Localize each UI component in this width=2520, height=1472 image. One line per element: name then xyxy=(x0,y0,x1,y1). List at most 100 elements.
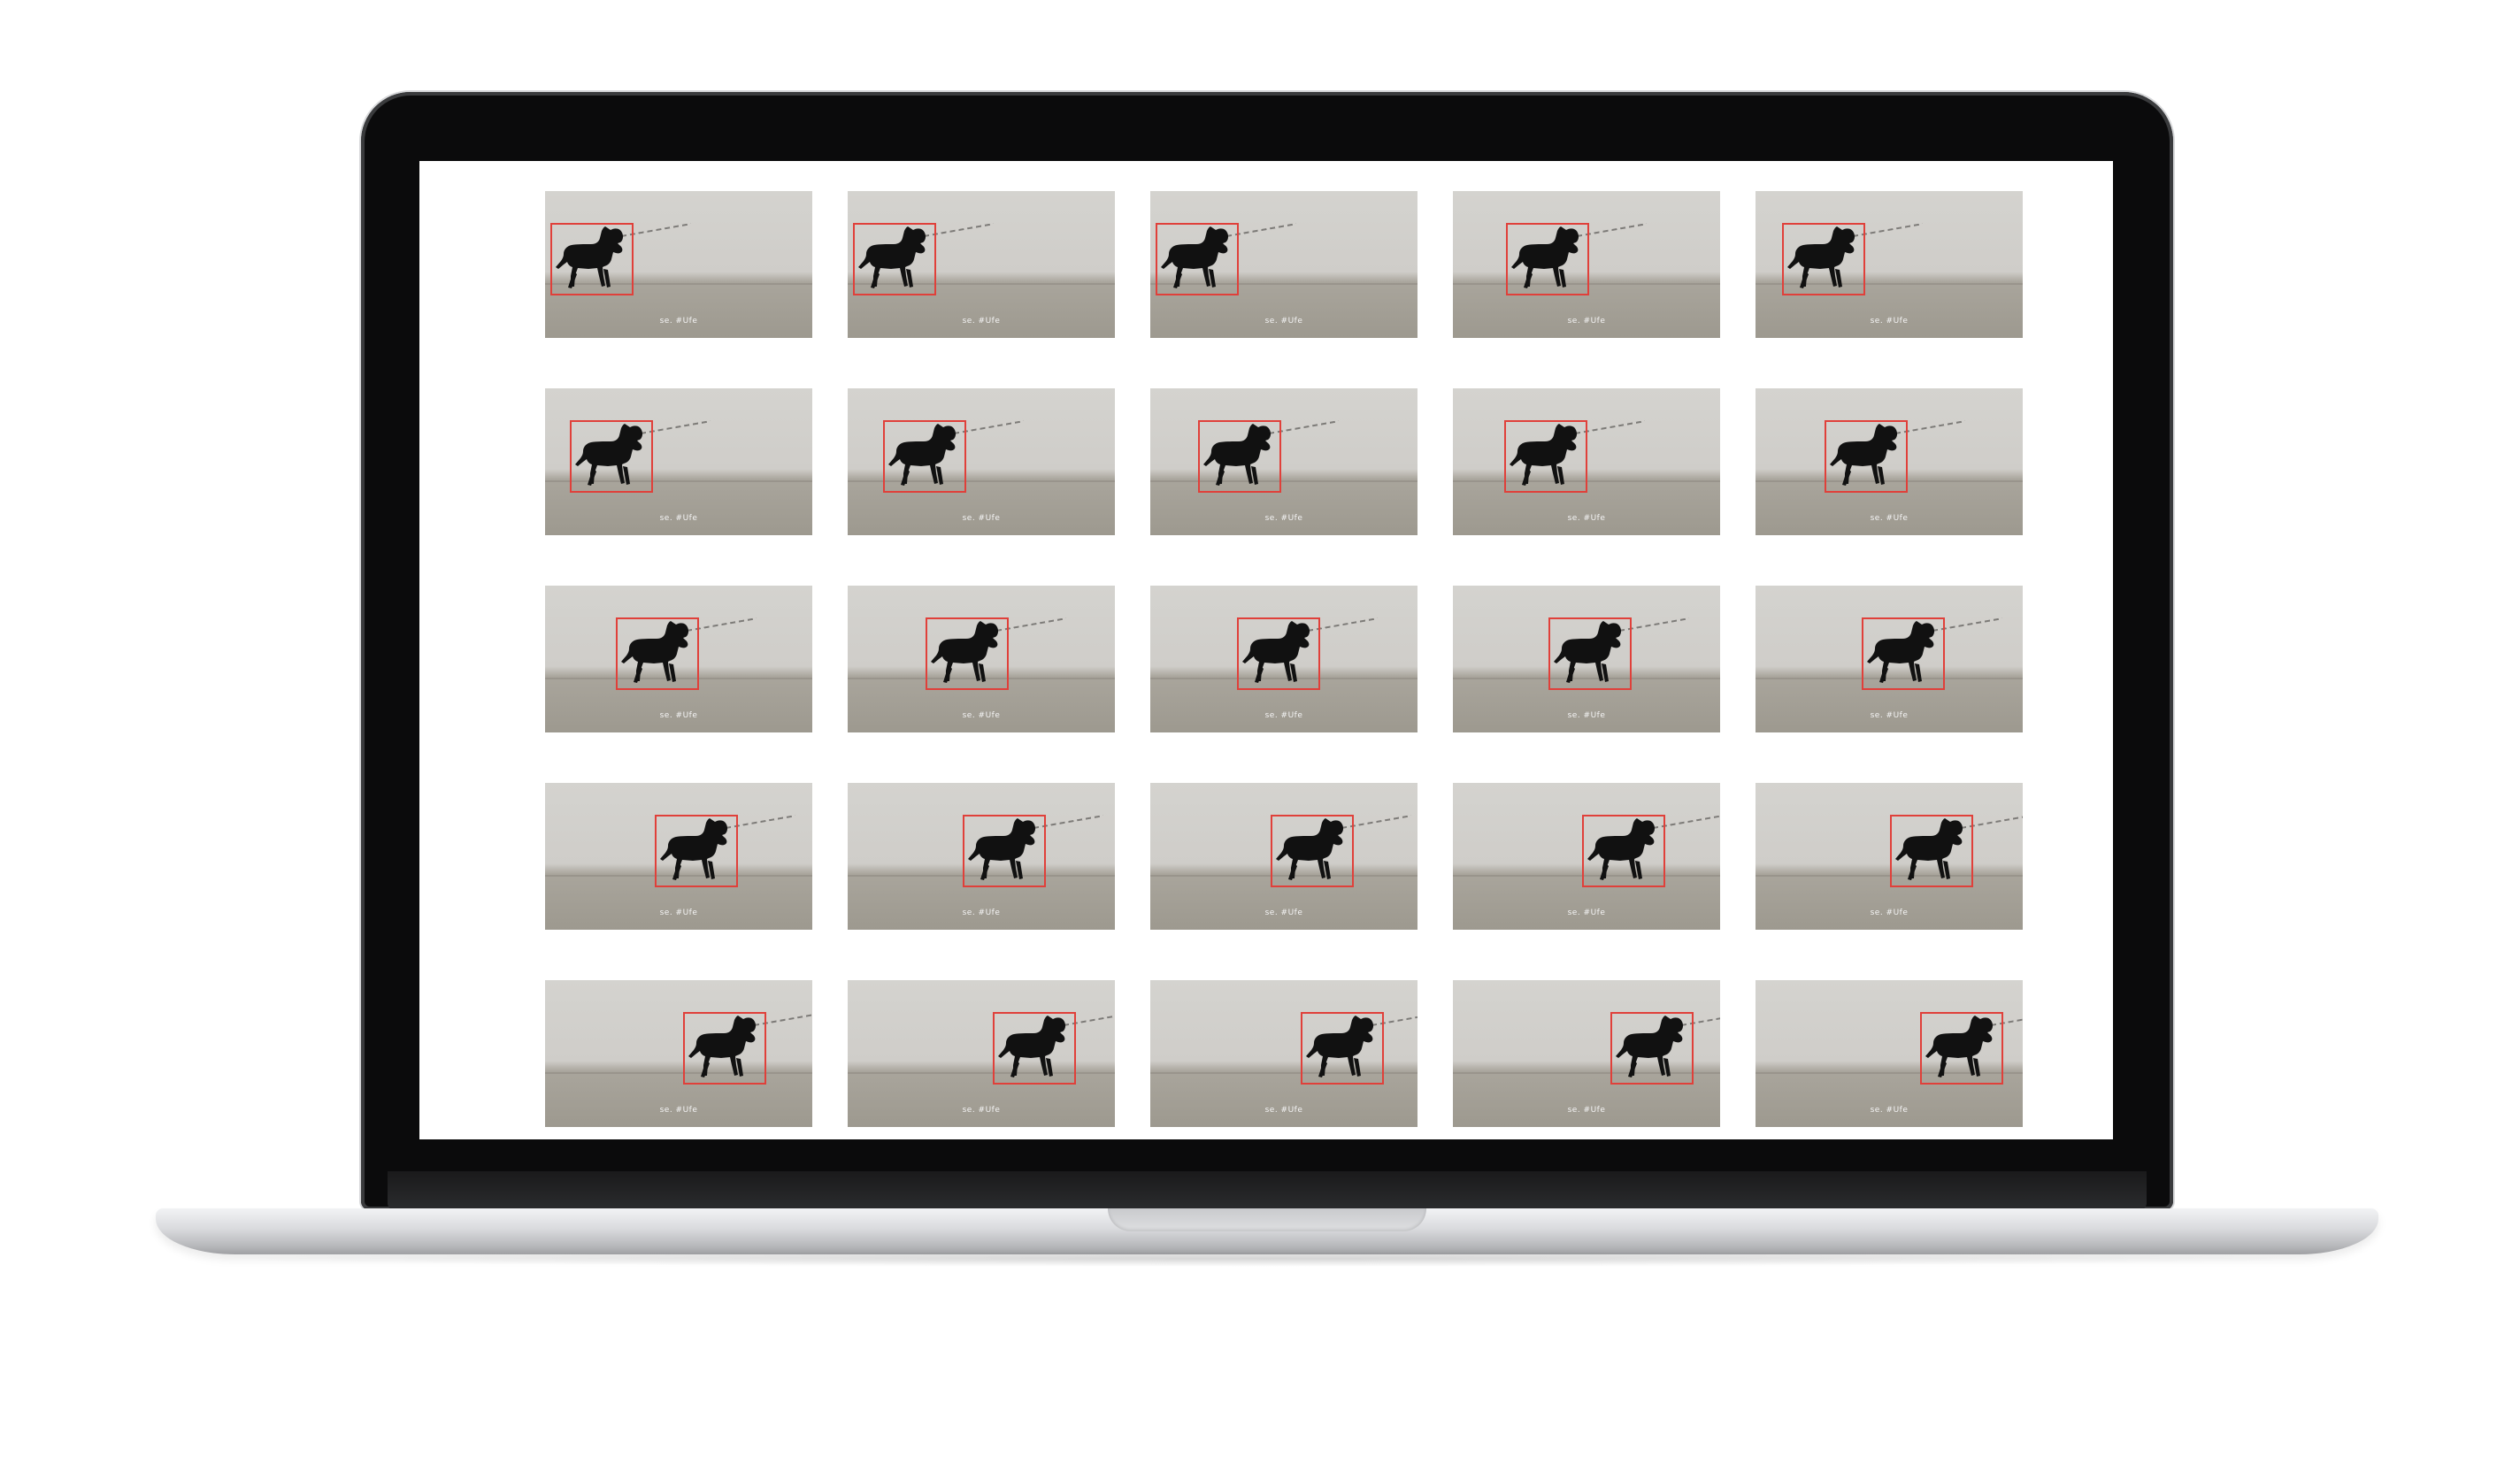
frame-caption: se. #Ufe xyxy=(962,711,1001,720)
dog-silhouette-icon xyxy=(1202,424,1276,489)
detection-bounding-box xyxy=(1920,1012,2003,1085)
detection-bounding-box xyxy=(1890,815,1973,887)
detection-bounding-box xyxy=(1301,1012,1384,1085)
video-frame-thumbnail: se. #Ufe xyxy=(545,980,812,1127)
dog-silhouette-icon xyxy=(1614,1016,1688,1081)
frame-caption: se. #Ufe xyxy=(659,908,698,917)
video-frame-thumbnail: se. #Ufe xyxy=(1756,586,2023,732)
video-frame-thumbnail: se. #Ufe xyxy=(848,191,1115,338)
video-frame-thumbnail: se. #Ufe xyxy=(1756,980,2023,1127)
dog-silhouette-icon xyxy=(619,621,694,686)
detection-bounding-box xyxy=(655,815,738,887)
detection-bounding-box xyxy=(1582,815,1665,887)
frame-caption: se. #Ufe xyxy=(1567,711,1606,720)
detection-bounding-box xyxy=(1271,815,1354,887)
dog-silhouette-icon xyxy=(929,621,1003,686)
laptop-base xyxy=(156,1208,2378,1254)
dog-silhouette-icon xyxy=(857,226,931,292)
dog-silhouette-icon xyxy=(687,1016,761,1081)
video-frame-thumbnail: se. #Ufe xyxy=(545,783,812,930)
dog-silhouette-icon xyxy=(1894,818,1968,884)
floor-line xyxy=(545,678,812,679)
dog-silhouette-icon xyxy=(1510,226,1584,292)
floor-line xyxy=(1150,1072,1418,1074)
video-frame-thumbnail: se. #Ufe xyxy=(1150,980,1418,1127)
frame-caption: se. #Ufe xyxy=(1870,514,1909,523)
frame-caption: se. #Ufe xyxy=(1567,514,1606,523)
dog-silhouette-icon xyxy=(1274,818,1348,884)
frame-caption: se. #Ufe xyxy=(1264,514,1303,523)
frame-caption: se. #Ufe xyxy=(962,317,1001,326)
dog-silhouette-icon xyxy=(1828,424,1902,489)
detection-bounding-box xyxy=(1237,617,1320,690)
video-frame-thumbnail: se. #Ufe xyxy=(1756,783,2023,930)
floor-line xyxy=(1453,678,1720,679)
lid-opening-notch xyxy=(1108,1208,1426,1231)
dog-silhouette-icon xyxy=(1552,621,1626,686)
floor-line xyxy=(1756,480,2023,482)
detection-bounding-box xyxy=(883,420,966,493)
floor-line xyxy=(1453,283,1720,285)
dog-silhouette-icon xyxy=(658,818,733,884)
floor-line xyxy=(848,875,1115,877)
frame-caption: se. #Ufe xyxy=(659,711,698,720)
frame-caption: se. #Ufe xyxy=(962,1106,1001,1115)
frame-caption: se. #Ufe xyxy=(1870,1106,1909,1115)
frame-caption: se. #Ufe xyxy=(1264,317,1303,326)
detection-bounding-box xyxy=(616,617,699,690)
dog-silhouette-icon xyxy=(1241,621,1315,686)
frame-caption: se. #Ufe xyxy=(1870,711,1909,720)
detection-bounding-box xyxy=(1825,420,1908,493)
detection-bounding-box xyxy=(1156,223,1239,295)
floor-line xyxy=(1756,1072,2023,1074)
floor-line xyxy=(1150,875,1418,877)
floor-line xyxy=(1150,678,1418,679)
video-frame-thumbnail: se. #Ufe xyxy=(545,388,812,535)
frame-caption: se. #Ufe xyxy=(962,514,1001,523)
detection-bounding-box xyxy=(570,420,653,493)
floor-line xyxy=(1453,1072,1720,1074)
floor-line xyxy=(545,283,812,285)
detection-bounding-box xyxy=(1782,223,1865,295)
video-frame-thumbnail: se. #Ufe xyxy=(848,980,1115,1127)
dog-silhouette-icon xyxy=(573,424,648,489)
detection-bounding-box xyxy=(1504,420,1587,493)
video-frame-thumbnail: se. #Ufe xyxy=(1453,980,1720,1127)
floor-line xyxy=(1756,678,2023,679)
video-frame-thumbnail: se. #Ufe xyxy=(1756,388,2023,535)
video-frame-thumbnail: se. #Ufe xyxy=(1150,783,1418,930)
frame-caption: se. #Ufe xyxy=(1567,1106,1606,1115)
floor-line xyxy=(848,678,1115,679)
detection-bounding-box xyxy=(683,1012,766,1085)
floor-line xyxy=(848,1072,1115,1074)
dog-silhouette-icon xyxy=(887,424,961,489)
dog-silhouette-icon xyxy=(996,1016,1071,1081)
video-frame-thumbnail: se. #Ufe xyxy=(1453,783,1720,930)
dog-silhouette-icon xyxy=(1865,621,1940,686)
laptop-screen: se. #Ufe se. #Ufe se. #Ufe se. #Ufe se. … xyxy=(419,161,2113,1139)
floor-line xyxy=(848,480,1115,482)
detection-bounding-box xyxy=(993,1012,1076,1085)
dog-silhouette-icon xyxy=(554,226,628,292)
video-frame-thumbnail: se. #Ufe xyxy=(1453,388,1720,535)
detection-bounding-box xyxy=(1862,617,1945,690)
dog-silhouette-icon xyxy=(1786,226,1860,292)
video-frame-thumbnail: se. #Ufe xyxy=(848,783,1115,930)
video-frame-thumbnail: se. #Ufe xyxy=(1150,586,1418,732)
frame-caption: se. #Ufe xyxy=(659,1106,698,1115)
detection-bounding-box xyxy=(1548,617,1632,690)
video-frame-thumbnail: se. #Ufe xyxy=(545,191,812,338)
frame-caption: se. #Ufe xyxy=(1870,908,1909,917)
base-shadow xyxy=(195,1251,2336,1267)
video-frame-thumbnail: se. #Ufe xyxy=(1453,191,1720,338)
floor-line xyxy=(1756,283,2023,285)
video-frame-thumbnail: se. #Ufe xyxy=(848,586,1115,732)
dog-silhouette-icon xyxy=(1304,1016,1379,1081)
video-frame-thumbnail: se. #Ufe xyxy=(545,586,812,732)
floor-line xyxy=(1150,480,1418,482)
frame-caption: se. #Ufe xyxy=(1264,1106,1303,1115)
floor-line xyxy=(545,1072,812,1074)
dog-silhouette-icon xyxy=(1508,424,1582,489)
video-frame-thumbnail: se. #Ufe xyxy=(1150,191,1418,338)
